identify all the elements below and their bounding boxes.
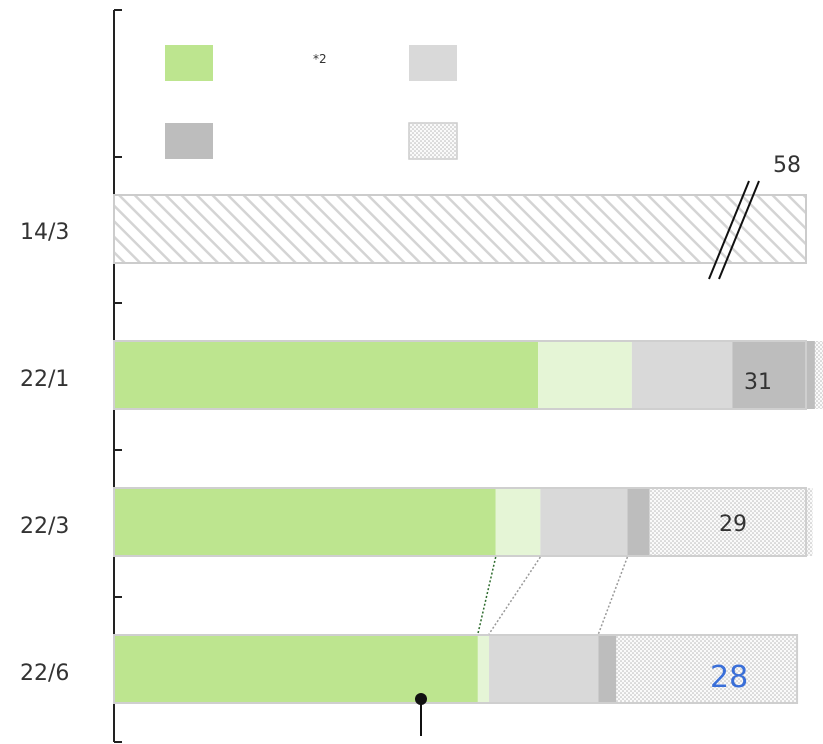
bar-segment-22-6-s4: [616, 635, 798, 703]
bar-segment-22-3-s4: [649, 488, 813, 556]
bars: [113, 194, 823, 704]
bar-segment-22-1-s4: [814, 341, 823, 409]
bar-segment-22-1-s0: [114, 341, 539, 409]
connector-line: [597, 556, 629, 635]
marker-pin: [415, 693, 427, 736]
category-labels: 14/3 22/1 22/3 22/6: [20, 220, 69, 686]
bar-segment-22-3-s3: [627, 488, 650, 556]
legend-note-marker: *2: [313, 52, 327, 66]
connector-line: [488, 556, 541, 635]
legend-swatch-dark-gray: [165, 123, 213, 159]
total-label: 58: [773, 153, 801, 178]
bar-outline-22-3: [113, 487, 807, 557]
bar-outline-22-1: [113, 340, 807, 410]
bar-segment-22-6-s1: [477, 635, 490, 703]
total-label: 29: [719, 512, 747, 537]
connector-line: [477, 556, 497, 635]
bar-segment-22-1-s1: [538, 341, 632, 409]
total-label: 31: [744, 370, 772, 395]
legend: *2: [165, 45, 458, 160]
category-label: 22/3: [20, 514, 69, 539]
bar-segment-22-3-s2: [540, 488, 628, 556]
bar-segment-14-3-s5: [113, 194, 807, 264]
bar-segment-22-6-s0: [114, 635, 478, 703]
category-label: 22/1: [20, 367, 69, 392]
bar-segment-22-3-s1: [495, 488, 541, 556]
bar-segment-22-1-s2: [631, 341, 733, 409]
category-label: 14/3: [20, 220, 69, 245]
bar-outline-22-6: [113, 634, 799, 704]
category-label: 22/6: [20, 661, 69, 686]
legend-swatch-green: [165, 45, 213, 81]
total-label: 28: [710, 660, 748, 695]
bar-segment-22-1-s3: [732, 341, 815, 409]
legend-swatch-light-gray: [409, 45, 457, 81]
legend-swatch-dotted: [408, 122, 458, 160]
bar-segment-22-6-s3: [598, 635, 617, 703]
connector-lines: [477, 556, 629, 635]
bar-segment-22-6-s2: [489, 635, 599, 703]
total-labels: 58 31 29 28: [710, 153, 801, 695]
bar-segment-22-3-s0: [114, 488, 496, 556]
axis-break-marker: [708, 180, 760, 280]
